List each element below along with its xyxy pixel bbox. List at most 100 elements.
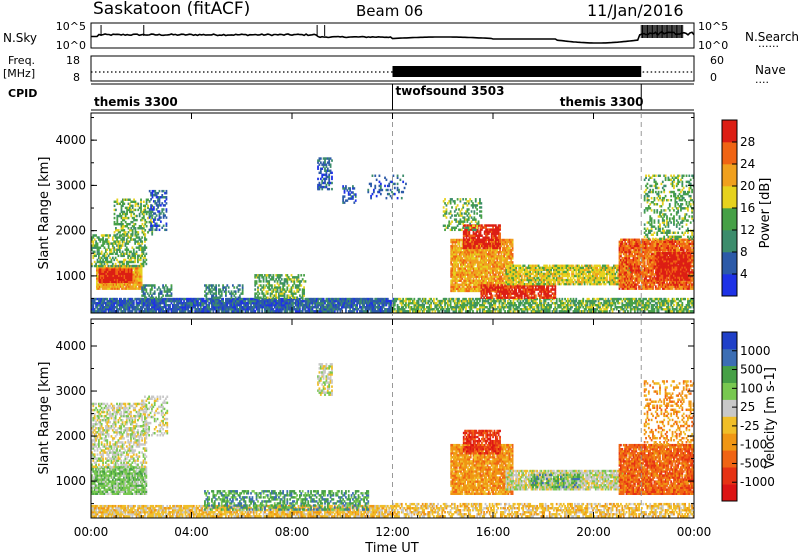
heat-cell bbox=[159, 216, 162, 219]
heat-cell bbox=[287, 301, 290, 305]
heat-cell bbox=[472, 310, 474, 313]
heat-cell bbox=[276, 299, 279, 303]
heat-cell bbox=[241, 297, 244, 301]
heat-cell bbox=[265, 301, 268, 305]
heat-cell bbox=[146, 305, 149, 309]
heat-cell bbox=[229, 301, 231, 305]
heat-cell bbox=[151, 305, 153, 309]
heat-cell bbox=[248, 297, 251, 301]
heat-cell bbox=[328, 187, 331, 191]
heat-cell bbox=[149, 303, 152, 307]
heat-cell bbox=[233, 299, 236, 303]
heat-cell bbox=[113, 212, 116, 216]
heat-cell bbox=[215, 297, 218, 301]
heat-cell bbox=[413, 297, 416, 301]
heat-cell bbox=[142, 301, 145, 305]
heat-cell bbox=[176, 308, 178, 311]
heat-cell bbox=[215, 284, 218, 287]
heat-cell bbox=[229, 297, 231, 301]
heat-cell bbox=[141, 303, 144, 307]
heat-cell bbox=[222, 305, 225, 309]
heat-cell bbox=[293, 305, 296, 309]
heat-cell bbox=[251, 308, 254, 311]
heat-cell bbox=[286, 310, 289, 313]
heat-cell bbox=[250, 305, 252, 309]
heat-cell bbox=[138, 299, 141, 303]
heat-cell bbox=[294, 297, 297, 301]
heat-cell bbox=[227, 301, 230, 305]
heat-cell bbox=[171, 303, 174, 307]
heat-cell bbox=[275, 299, 278, 303]
heat-cell bbox=[287, 297, 290, 301]
heat-cell bbox=[155, 297, 158, 301]
heat-cell bbox=[177, 299, 180, 303]
heat-cell bbox=[243, 308, 245, 311]
heat-cell bbox=[236, 308, 238, 311]
heat-cell bbox=[272, 303, 275, 307]
heat-cell bbox=[120, 303, 123, 307]
heat-cell bbox=[269, 299, 272, 303]
heat-cell bbox=[152, 297, 155, 301]
heat-cell bbox=[158, 310, 160, 313]
heat-cell bbox=[128, 301, 131, 305]
heat-cell bbox=[139, 305, 142, 309]
heat-cell bbox=[303, 299, 305, 303]
heat-cell bbox=[298, 303, 301, 307]
heat-cell bbox=[123, 299, 125, 303]
heat-cell bbox=[197, 310, 199, 313]
heat-cell bbox=[259, 299, 262, 303]
heat-cell bbox=[137, 202, 140, 206]
heat-cell bbox=[103, 305, 106, 309]
heat-cell bbox=[176, 310, 178, 313]
heat-cell bbox=[156, 308, 159, 311]
heat-cell bbox=[106, 303, 109, 307]
heat-cell bbox=[236, 297, 238, 301]
heat-cell bbox=[160, 305, 163, 309]
heat-cell bbox=[187, 310, 190, 313]
heat-cell bbox=[252, 308, 255, 311]
heat-cell bbox=[307, 305, 310, 309]
heat-cell bbox=[91, 305, 93, 309]
heat-cell bbox=[205, 308, 208, 311]
heat-cell bbox=[286, 301, 289, 305]
heat-cell bbox=[204, 310, 206, 313]
heat-cell bbox=[104, 303, 107, 307]
heat-cell bbox=[185, 308, 188, 311]
heat-cell bbox=[241, 305, 244, 309]
heat-cell bbox=[432, 297, 435, 301]
heat-cell bbox=[131, 305, 134, 309]
heat-cell bbox=[201, 310, 204, 313]
heat-cell bbox=[276, 308, 279, 311]
heat-cell bbox=[236, 301, 238, 305]
heat-cell bbox=[264, 310, 266, 313]
heat-cell bbox=[211, 297, 213, 301]
heat-cell bbox=[272, 274, 275, 277]
heat-cell bbox=[254, 299, 257, 303]
heat-cell bbox=[111, 308, 114, 311]
heat-cell bbox=[97, 297, 100, 301]
heat-cell bbox=[307, 297, 310, 301]
heat-cell bbox=[247, 303, 250, 307]
heat-cell bbox=[158, 297, 160, 301]
heat-cell bbox=[258, 297, 261, 301]
heat-cell bbox=[156, 305, 159, 309]
heat-cell bbox=[104, 305, 107, 309]
heat-cell bbox=[234, 305, 237, 309]
heat-cell bbox=[296, 308, 298, 311]
heat-cell bbox=[208, 297, 211, 301]
heat-cell bbox=[308, 299, 311, 303]
heat-cell bbox=[140, 198, 142, 201]
heat-cell bbox=[271, 308, 273, 311]
heat-cell bbox=[128, 297, 131, 301]
heat-cell bbox=[176, 297, 178, 301]
heat-cell bbox=[164, 297, 167, 301]
heat-cell bbox=[257, 303, 259, 307]
heat-cell bbox=[148, 305, 151, 309]
heat-cell bbox=[258, 292, 261, 295]
heat-cell bbox=[219, 308, 222, 311]
heat-cell bbox=[144, 310, 146, 313]
heat-cell bbox=[293, 301, 296, 305]
heat-cell bbox=[128, 308, 131, 311]
heat-cell bbox=[272, 301, 275, 305]
heat-cell bbox=[173, 305, 176, 309]
